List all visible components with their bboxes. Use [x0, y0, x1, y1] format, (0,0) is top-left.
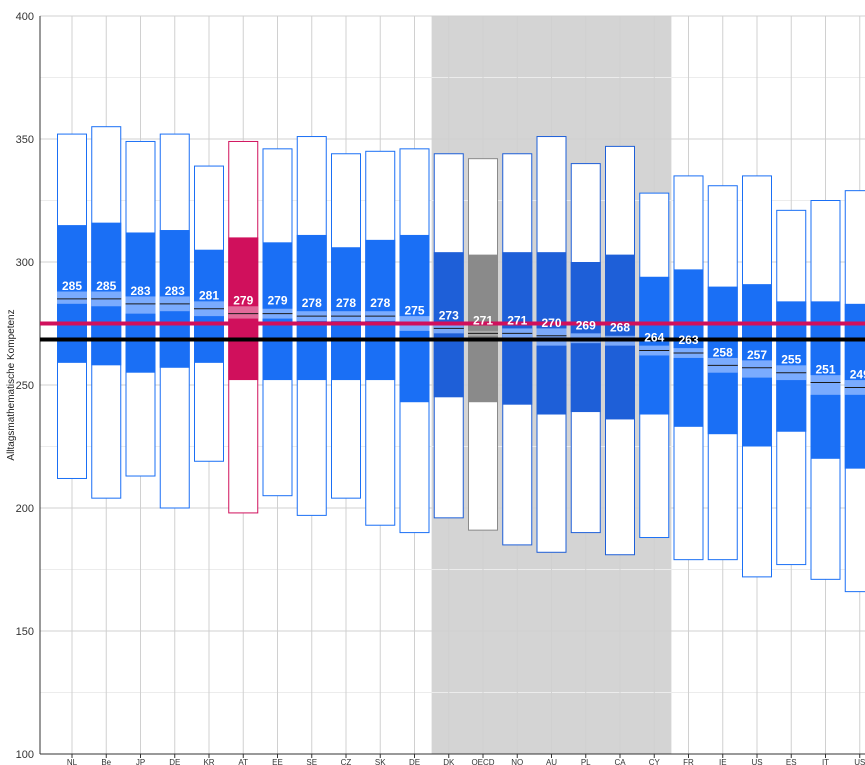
value-label: 269 — [576, 318, 596, 332]
y-axis-label: Alltagsmathematische Kompetenz — [6, 309, 17, 460]
x-tick-label: CA — [614, 758, 626, 765]
x-tick-label: SK — [375, 758, 386, 765]
confidence-band — [228, 306, 259, 319]
value-label: 273 — [439, 308, 459, 322]
y-tick-label: 200 — [16, 503, 34, 515]
value-label: 278 — [302, 296, 322, 310]
value-label: 283 — [165, 284, 185, 298]
iqr-box — [296, 234, 327, 381]
value-label: 285 — [96, 279, 116, 293]
value-label: 249 — [850, 367, 865, 381]
x-tick-label: FR — [683, 758, 694, 765]
iqr-box — [502, 252, 533, 405]
confidence-band — [125, 296, 156, 314]
value-label: 275 — [404, 304, 424, 318]
y-tick-label: 250 — [16, 380, 34, 392]
x-tick-label: Be — [101, 758, 111, 765]
x-tick-label: OECD — [471, 758, 494, 765]
x-tick-label: NL — [67, 758, 78, 765]
x-tick-label: IE — [719, 758, 727, 765]
value-label: 281 — [199, 289, 219, 303]
x-tick-label: US — [854, 758, 865, 765]
x-tick-label: CZ — [341, 758, 352, 765]
x-tick-label: US — [751, 758, 762, 765]
x-tick-label: ES — [786, 758, 797, 765]
confidence-band — [742, 360, 772, 378]
value-label: 257 — [747, 348, 767, 362]
value-label: 283 — [130, 284, 150, 298]
x-tick-label: PL — [581, 758, 591, 765]
value-label: 285 — [62, 279, 82, 293]
value-label: 271 — [473, 313, 493, 327]
y-tick-label: 350 — [16, 134, 34, 146]
value-label: 279 — [267, 294, 287, 308]
x-tick-label: AU — [546, 758, 557, 765]
value-label: 271 — [507, 313, 527, 327]
value-label: 278 — [336, 296, 356, 310]
iqr-box — [468, 254, 498, 403]
x-tick-label: KR — [203, 758, 214, 765]
x-tick-label: CY — [649, 758, 661, 765]
value-label: 255 — [781, 353, 801, 367]
axis-layer: 100 150 200 250 300 350 400 NL Be JP DE KR AT EE SE CZ S… — [16, 11, 865, 765]
x-tick-label: EE — [272, 758, 283, 765]
y-tick-label: 400 — [16, 11, 34, 23]
value-label: 264 — [644, 331, 664, 345]
value-label: 263 — [678, 333, 698, 347]
value-label: 268 — [610, 321, 630, 335]
x-tick-label: DK — [443, 758, 455, 765]
x-tick-label: DE — [169, 758, 180, 765]
x-tick-label: NO — [511, 758, 523, 765]
value-label: 279 — [233, 294, 253, 308]
confidence-band — [57, 291, 87, 304]
y-tick-label: 150 — [16, 626, 34, 638]
value-label: 251 — [815, 363, 835, 377]
x-tick-label: AT — [238, 758, 248, 765]
x-tick-label: JP — [136, 758, 145, 765]
x-tick-label: DE — [409, 758, 420, 765]
iqr-box — [365, 239, 396, 381]
value-label: 270 — [541, 316, 561, 330]
confidence-band — [810, 375, 841, 395]
value-label: 278 — [370, 296, 390, 310]
reference-line-layer — [40, 321, 865, 342]
y-tick-label: 300 — [16, 257, 34, 269]
value-label: 258 — [713, 345, 733, 359]
y-tick-label: 100 — [16, 749, 34, 761]
x-tick-label: SE — [306, 758, 317, 765]
confidence-band — [536, 328, 567, 346]
x-tick-label: IT — [822, 758, 829, 765]
value-label-layer: 285 285 283 283 281 279 279 278 278 278 275 273 271 2… — [62, 279, 865, 382]
